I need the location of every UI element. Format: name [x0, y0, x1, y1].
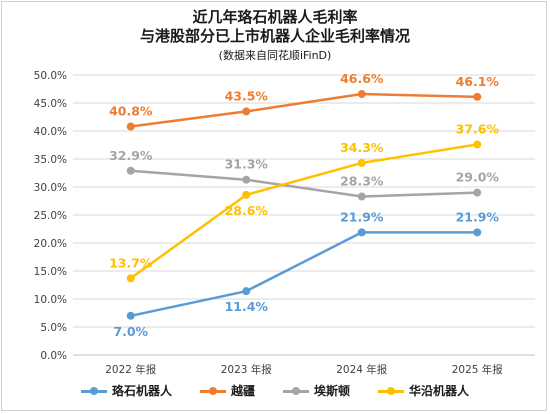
legend-swatch — [283, 386, 309, 396]
data-label: 7.0% — [113, 324, 148, 339]
data-label: 29.0% — [456, 170, 500, 185]
series-line — [130, 92, 478, 128]
series-line — [130, 169, 478, 198]
y-tick-label: 5.0% — [40, 322, 67, 334]
legend-swatch — [199, 386, 226, 396]
legend-swatch — [378, 386, 405, 396]
y-tick-label: 0.0% — [40, 350, 67, 362]
y-tick-label: 10.0% — [34, 294, 67, 306]
data-point — [357, 158, 366, 167]
data-point — [357, 228, 366, 237]
data-point — [126, 122, 135, 131]
data-label: 13.7% — [109, 255, 153, 270]
legend-item: 珞石机器人 — [80, 382, 172, 399]
x-tick-label: 2025 年报 — [452, 363, 504, 376]
data-label: 34.3% — [340, 140, 384, 155]
data-point — [357, 192, 366, 201]
legend-label: 埃斯顿 — [314, 384, 351, 398]
y-tick-label: 30.0% — [34, 182, 67, 194]
data-point — [126, 166, 135, 175]
data-label: 43.5% — [225, 88, 269, 103]
chart-title-line2: 与港股部分已上市机器人企业毛利率情况 — [139, 27, 410, 45]
data-label: 28.3% — [340, 174, 384, 189]
data-label: 46.1% — [456, 74, 500, 89]
data-label: 28.6% — [225, 203, 269, 218]
y-tick-label: 45.0% — [34, 98, 67, 110]
x-tick-label: 2024 年报 — [336, 363, 388, 376]
series-line — [130, 143, 478, 280]
data-point — [473, 228, 482, 237]
x-tick-label: 2022 年报 — [105, 363, 157, 376]
data-point — [126, 311, 135, 320]
chart-subtitle: (数据来自同花顺iFinD) — [218, 49, 332, 62]
data-point — [473, 188, 482, 197]
data-point — [126, 274, 135, 283]
y-tick-label: 15.0% — [34, 266, 67, 278]
legend: 珞石机器人 越疆 埃斯顿 华沿机器人 — [0, 382, 550, 399]
data-point — [242, 107, 251, 116]
data-point — [473, 92, 482, 101]
data-point — [357, 90, 366, 99]
legend-label: 华沿机器人 — [409, 384, 470, 398]
legend-label: 珞石机器人 — [111, 384, 172, 398]
data-label: 37.6% — [456, 121, 500, 136]
data-label: 40.8% — [109, 104, 153, 119]
data-point — [242, 175, 251, 184]
y-tick-label: 25.0% — [34, 210, 67, 222]
y-tick-label: 20.0% — [34, 238, 67, 250]
y-tick-label: 50.0% — [34, 70, 67, 82]
data-label: 32.9% — [109, 148, 153, 163]
data-label: 11.4% — [225, 299, 269, 314]
data-point — [242, 287, 251, 296]
series-line — [130, 231, 478, 318]
legend-label: 越疆 — [230, 384, 255, 398]
legend-item: 越疆 — [199, 382, 255, 399]
y-tick-label: 35.0% — [34, 154, 67, 166]
x-tick-label: 2023 年报 — [221, 363, 273, 376]
data-label: 31.3% — [225, 157, 269, 172]
data-label: 21.9% — [340, 209, 384, 224]
data-label: 21.9% — [456, 209, 500, 224]
chart-title-line1: 近几年珞石机器人毛利率 — [192, 8, 358, 26]
legend-item: 华沿机器人 — [378, 382, 469, 399]
data-point — [242, 190, 251, 199]
y-tick-label: 40.0% — [34, 126, 67, 138]
legend-item: 埃斯顿 — [283, 382, 350, 399]
legend-swatch — [80, 386, 107, 396]
data-point — [473, 140, 482, 149]
data-label: 46.6% — [340, 71, 384, 86]
